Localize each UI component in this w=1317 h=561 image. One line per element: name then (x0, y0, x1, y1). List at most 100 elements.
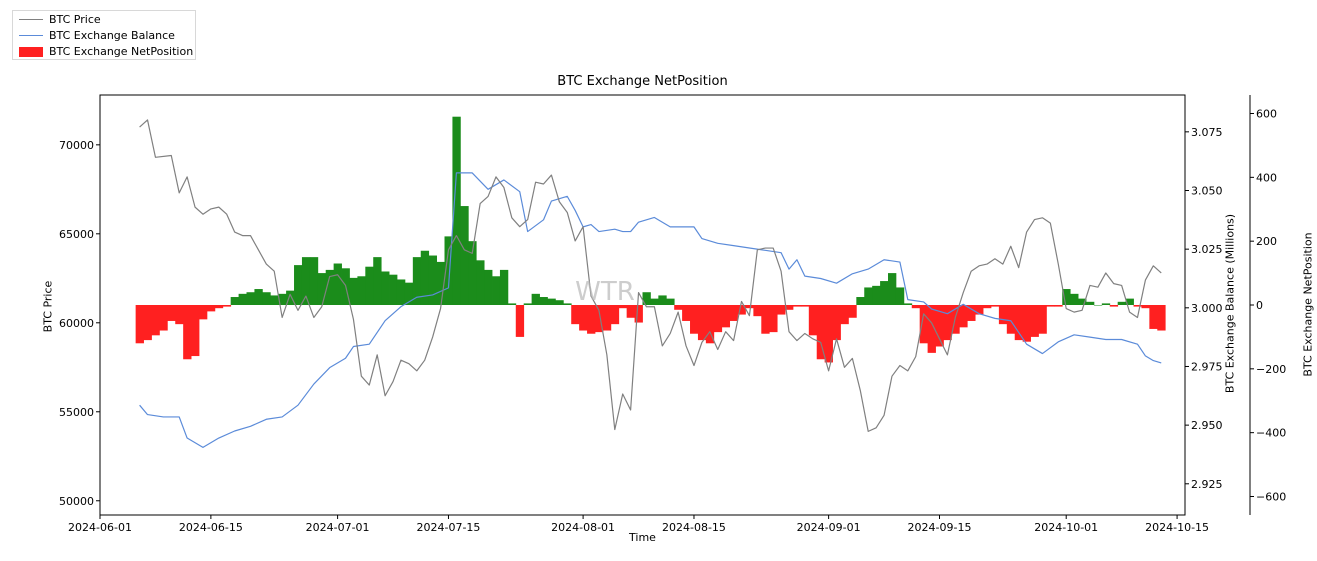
netposition-bar-92 (864, 287, 873, 305)
netposition-bar-75 (729, 305, 738, 321)
netposition-bar-19 (286, 290, 295, 305)
netposition-bar-52 (547, 298, 556, 305)
netposition-bar-96 (895, 287, 905, 305)
netposition-bar-55 (571, 305, 580, 325)
netposition-bar-74 (721, 305, 731, 328)
netposition-bar-60 (610, 305, 620, 325)
netposition-bar-56 (579, 305, 588, 331)
netposition-bar-97 (903, 303, 913, 305)
y-balance-tick-label-3: 3.000 (1191, 302, 1223, 315)
netposition-bar-36 (420, 250, 430, 305)
netposition-bar-49 (523, 303, 533, 305)
netposition-bar-101 (935, 305, 944, 347)
netposition-bar-129 (1157, 305, 1166, 331)
y-left-tick-label-2: 60000 (59, 317, 94, 330)
netposition-bar-35 (412, 257, 422, 305)
netposition-bar-114 (1038, 305, 1047, 334)
netposition-bar-64 (642, 292, 651, 305)
netposition-bar-108 (990, 305, 1000, 307)
y-balance-tick-label-5: 3.050 (1191, 184, 1223, 197)
netposition-bar-119 (1078, 298, 1087, 305)
netposition-bar-1 (143, 305, 152, 341)
netposition-bar-28 (357, 276, 366, 305)
x-tick-label-7: 2024-09-15 (908, 521, 972, 534)
netposition-bar-86 (816, 305, 826, 360)
netposition-bar-45 (492, 276, 501, 305)
y-netposition-tick-label-6: 600 (1256, 108, 1277, 121)
netposition-bar-43 (476, 260, 485, 305)
chart-title: BTC Exchange NetPosition (557, 74, 728, 89)
netposition-bar-40 (452, 116, 461, 305)
legend-key-balance (19, 35, 43, 36)
netposition-bar-72 (705, 305, 715, 344)
netposition-bar-20 (294, 265, 303, 305)
legend-key-netposition (19, 47, 43, 57)
y-netposition-tick-label-0: −600 (1256, 490, 1286, 503)
netposition-bar-124 (1117, 301, 1126, 305)
y-left-tick-label-0: 50000 (59, 495, 94, 508)
netposition-bar-99 (919, 305, 929, 344)
y-netposition-tick-label-5: 400 (1256, 171, 1277, 184)
netposition-bar-110 (1006, 305, 1016, 334)
netposition-bar-91 (856, 297, 865, 305)
netposition-bar-0 (135, 305, 144, 344)
netposition-bar-22 (309, 257, 319, 305)
netposition-bar-126 (1133, 305, 1142, 307)
netposition-bar-10 (214, 305, 224, 309)
netposition-bar-95 (888, 273, 897, 305)
netposition-bar-50 (531, 293, 540, 305)
netposition-bar-68 (674, 305, 683, 310)
netposition-bar-80 (769, 305, 778, 333)
y-axis-left: 50000 55000 60000 65000 70000 (59, 139, 100, 508)
y-balance-tick-label-2: 2.975 (1191, 360, 1223, 373)
y-axis-netposition-label: BTC Exchange NetPosition (1301, 232, 1315, 377)
x-axis: 2024-06-01 2024-06-15 2024-07-01 2024-07-15… (68, 515, 1209, 534)
netposition-bar-88 (832, 305, 841, 341)
netposition-bar-33 (396, 279, 406, 305)
y-netposition-tick-label-2: −200 (1256, 363, 1286, 376)
netposition-bar-48 (515, 305, 525, 337)
y-axis-left-label: BTC Price (41, 280, 55, 333)
netposition-bar-53 (555, 300, 564, 305)
legend-label-balance: BTC Exchange Balance (49, 29, 175, 42)
netposition-bar-7 (191, 305, 200, 357)
plot-frame (99, 94, 1186, 516)
netposition-bar-90 (848, 305, 857, 318)
netposition-bar-31 (381, 271, 390, 305)
price-line-path (139, 119, 1162, 432)
watermark: WTR (575, 277, 635, 307)
x-tick-label-3: 2024-07-15 (416, 521, 480, 534)
netposition-bar-120 (1086, 301, 1095, 305)
balance-line-path (139, 172, 1162, 449)
netposition-bar-9 (206, 305, 216, 312)
netposition-bar-15 (254, 289, 263, 305)
netposition-bar-83 (792, 305, 802, 307)
netposition-bar-81 (777, 305, 786, 315)
netposition-bar-16 (262, 292, 271, 305)
netposition-bar-113 (1030, 305, 1039, 337)
netposition-bar-89 (840, 305, 849, 325)
netposition-bar-87 (824, 305, 833, 363)
netposition-bar-79 (761, 305, 770, 334)
netposition-bar-29 (365, 266, 374, 305)
netposition-bar-58 (594, 305, 604, 333)
netposition-bar-123 (1109, 305, 1119, 307)
netposition-bar-21 (301, 257, 311, 305)
netposition-bar-51 (539, 297, 548, 305)
netposition-bar-93 (872, 285, 881, 305)
netposition-bar-46 (499, 269, 509, 305)
legend-label-price: BTC Price (49, 13, 101, 26)
netposition-bar-6 (183, 305, 192, 360)
netposition-bar-5 (175, 305, 184, 325)
price-line (139, 119, 1162, 432)
netposition-bar-23 (317, 273, 327, 305)
netposition-bar-57 (587, 305, 596, 334)
netposition-bar-117 (1062, 289, 1071, 305)
netposition-bar-62 (626, 305, 635, 318)
netposition-bar-42 (468, 241, 477, 305)
netposition-bar-59 (602, 305, 612, 331)
netposition-bar-37 (428, 255, 437, 305)
netposition-bar-69 (682, 305, 691, 321)
netposition-bar-41 (460, 206, 469, 305)
